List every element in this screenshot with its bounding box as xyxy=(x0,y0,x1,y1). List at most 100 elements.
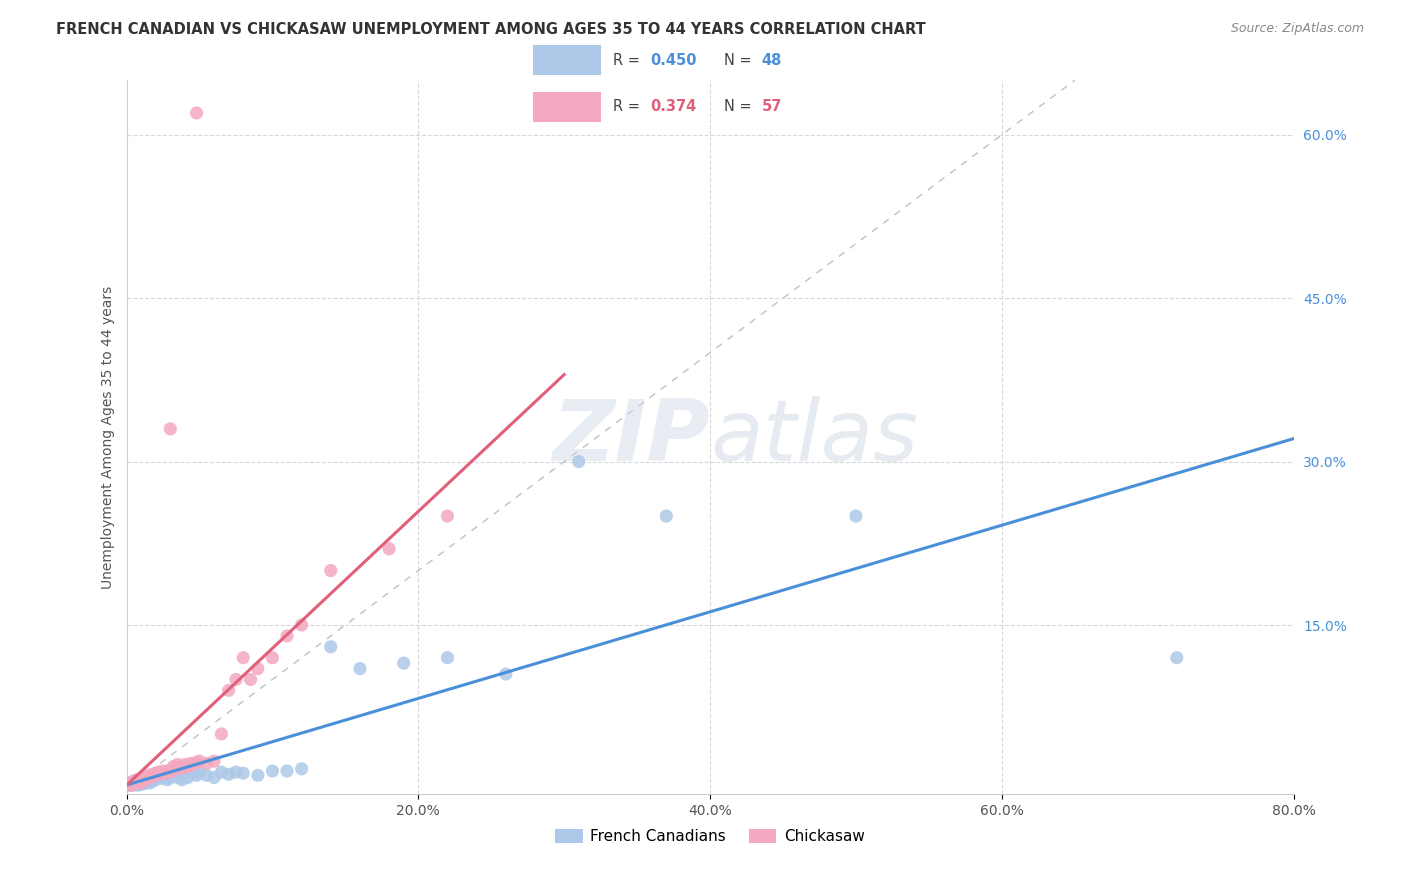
Point xyxy=(378,541,401,556)
Point xyxy=(148,765,170,780)
Point xyxy=(232,766,254,780)
Point xyxy=(1166,650,1188,665)
Point xyxy=(139,776,162,790)
Point xyxy=(568,454,591,468)
Point xyxy=(136,775,159,789)
Point xyxy=(319,640,342,654)
Point xyxy=(128,776,150,790)
Point xyxy=(143,768,166,782)
Text: R =: R = xyxy=(613,53,644,68)
Legend: French Canadians, Chickasaw: French Canadians, Chickasaw xyxy=(548,823,872,850)
Point xyxy=(121,776,143,790)
Text: FRENCH CANADIAN VS CHICKASAW UNEMPLOYMENT AMONG AGES 35 TO 44 YEARS CORRELATION : FRENCH CANADIAN VS CHICKASAW UNEMPLOYMEN… xyxy=(56,22,927,37)
Point xyxy=(262,650,284,665)
Point xyxy=(436,650,458,665)
Point xyxy=(120,778,142,792)
Point xyxy=(125,772,148,787)
Point xyxy=(145,772,167,787)
Point xyxy=(125,777,148,791)
Point xyxy=(118,777,141,791)
Text: ZIP: ZIP xyxy=(553,395,710,479)
Point xyxy=(170,772,193,787)
Point xyxy=(132,773,155,788)
Point xyxy=(142,773,165,788)
Point xyxy=(195,756,218,771)
Point xyxy=(162,759,184,773)
Text: atlas: atlas xyxy=(710,395,918,479)
Text: 0.374: 0.374 xyxy=(650,99,696,114)
Text: 57: 57 xyxy=(762,99,782,114)
Point xyxy=(166,771,188,785)
Point xyxy=(349,662,371,676)
Text: Source: ZipAtlas.com: Source: ZipAtlas.com xyxy=(1230,22,1364,36)
Point xyxy=(120,778,142,792)
Point xyxy=(122,777,145,791)
Point xyxy=(218,683,240,698)
Point xyxy=(134,776,156,790)
Point xyxy=(156,772,179,787)
Point xyxy=(129,775,152,789)
Point xyxy=(290,762,312,776)
Point xyxy=(170,759,193,773)
Point xyxy=(290,618,312,632)
Point xyxy=(202,771,225,785)
Point xyxy=(436,509,458,524)
Point xyxy=(159,765,181,780)
Point xyxy=(127,775,149,789)
Point xyxy=(134,772,156,787)
Point xyxy=(186,756,208,770)
Point xyxy=(138,772,160,787)
Point xyxy=(138,768,160,782)
Point xyxy=(232,650,254,665)
Point xyxy=(152,772,174,786)
Point xyxy=(246,662,269,676)
Point xyxy=(131,773,153,788)
Point xyxy=(186,106,208,120)
Text: R =: R = xyxy=(613,99,644,114)
Bar xyxy=(533,45,600,75)
Point xyxy=(124,776,146,790)
Text: 48: 48 xyxy=(762,53,782,68)
Text: N =: N = xyxy=(724,99,756,114)
Point xyxy=(117,778,139,792)
Point xyxy=(276,629,298,643)
Point xyxy=(122,778,145,792)
Point xyxy=(845,509,868,524)
Point xyxy=(139,771,162,785)
Point xyxy=(148,771,170,785)
Point xyxy=(131,777,153,791)
Point xyxy=(188,765,211,780)
Point xyxy=(125,775,148,789)
Point xyxy=(319,564,342,578)
Point xyxy=(276,764,298,778)
Point xyxy=(202,754,225,768)
Point xyxy=(246,768,269,782)
Point xyxy=(209,765,232,780)
Point xyxy=(163,762,186,776)
Point xyxy=(392,656,415,670)
Point xyxy=(159,771,181,785)
Point xyxy=(121,777,143,791)
Point xyxy=(225,673,247,687)
Point xyxy=(169,762,191,776)
Y-axis label: Unemployment Among Ages 35 to 44 years: Unemployment Among Ages 35 to 44 years xyxy=(101,285,115,589)
Point xyxy=(174,757,197,772)
Point xyxy=(162,768,184,782)
Point xyxy=(118,776,141,790)
Point xyxy=(218,767,240,781)
Point xyxy=(180,756,202,771)
Point xyxy=(195,768,218,782)
Point xyxy=(155,766,177,780)
Point xyxy=(149,767,172,781)
Point xyxy=(145,766,167,780)
Point xyxy=(225,765,247,780)
Point xyxy=(129,772,152,787)
Point xyxy=(188,754,211,768)
Text: N =: N = xyxy=(724,53,756,68)
Point xyxy=(181,766,204,780)
Point xyxy=(141,769,163,783)
Point xyxy=(128,773,150,788)
Point xyxy=(159,422,181,436)
Point xyxy=(124,775,146,789)
Point xyxy=(174,768,197,782)
